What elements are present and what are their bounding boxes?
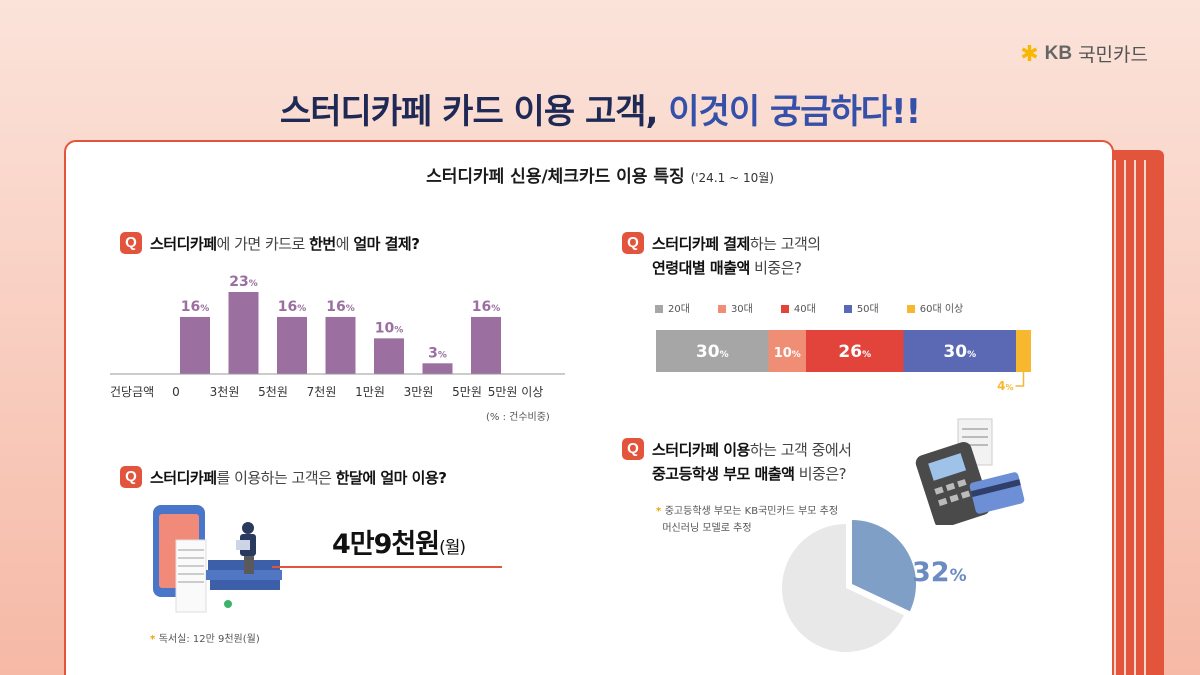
bar [180, 316, 210, 374]
subtitle-period: ('24.1 ~ 10월) [690, 171, 774, 185]
bar-value-label: 16% [326, 299, 355, 315]
legend-swatch [780, 305, 789, 313]
monthly-amount-value: 4만9천원 [332, 529, 440, 560]
legend-label: 30대 [730, 304, 753, 315]
q-badge: Q [622, 438, 644, 460]
legend-label: 40대 [793, 304, 816, 315]
x-tick-label: 1만원 [355, 385, 385, 399]
stack-segment [903, 330, 1016, 372]
question-4: Q 스터디카페 이용하는 고객 중에서 중고등학생 부모 매출액 비중은? [622, 438, 852, 486]
bar-value-label: 10% [375, 320, 404, 336]
q-badge: Q [120, 232, 142, 254]
question-3: Q 스터디카페 결제하는 고객의 연령대별 매출액 비중은? [622, 232, 821, 280]
kb-logo-name: 국민카드 [1078, 45, 1148, 66]
x-axis-title: 건당금액 [110, 385, 154, 399]
question-1: Q 스터디카페에 가면 카드로 한번에 얼마 결제? [120, 232, 420, 256]
x-tick-label: 7천원 [307, 384, 337, 399]
amount-bar-chart: 16% 23% 16% 16% 10% 3% 16% 건당금액 0 3천원 5천원 7천원 1만원 3만원… [110, 274, 565, 399]
subtitle-main: 스터디카페 신용/체크카드 이용 특징 [426, 167, 685, 187]
legend-swatch [843, 305, 852, 313]
x-tick-label: 5만원 이상 [488, 385, 544, 399]
bar [374, 338, 404, 374]
stack-callout-line [1015, 372, 1025, 387]
stack-segment [656, 330, 769, 372]
question-4-text: 스터디카페 이용하는 고객 중에서 중고등학생 부모 매출액 비중은? [652, 441, 852, 483]
kb-star-icon: ✱ [1020, 40, 1039, 66]
age-legend: 20대 30대 40대 50대 60대 이상 [655, 300, 963, 315]
kb-logo-text: KB [1044, 42, 1073, 64]
legend-label: 50대 [856, 304, 879, 315]
page-title-part2: 이것이 궁금하다!! [668, 92, 921, 132]
legend-item: 50대 [843, 300, 879, 315]
legend-item: 60대 이상 [906, 300, 964, 315]
stack-segment [1016, 330, 1031, 372]
legend-swatch [717, 305, 726, 313]
card-terminal-illustration [915, 418, 1025, 525]
page-title-part1: 스터디카페 카드 이용 고객, [279, 92, 669, 132]
stack-value-label: 4% [997, 379, 1013, 393]
x-tick-label: 3천원 [210, 384, 240, 399]
bar-value-label: 23% [229, 274, 258, 290]
question-2-text: 스터디카페를 이용하는 고객은 한달에 얼마 이용? [150, 469, 447, 487]
section-subtitle: 스터디카페 신용/체크카드 이용 특징 ('24.1 ~ 10월) [0, 162, 1200, 187]
bar [277, 316, 307, 374]
legend-swatch [906, 305, 915, 313]
legend-label: 60대 이상 [919, 304, 964, 315]
kb-logo: ✱ KB 국민카드 [1020, 40, 1148, 67]
page-title: 스터디카페 카드 이용 고객, 이것이 궁금하다!! [0, 84, 1200, 133]
stack-value-label: 10% [774, 346, 801, 361]
bar-value-label: 16% [472, 299, 501, 315]
parent-estimate-note: * 중고등학생 부모는 KB국민카드 부모 추정 머신러닝 모델로 추정 [656, 506, 839, 534]
stack-segment [768, 330, 806, 372]
x-tick-label: 0 [172, 385, 180, 399]
amount-underline [272, 566, 502, 568]
bar-value-label: 3% [428, 345, 447, 361]
age-stacked-bar: 30% 10% 26% 30%4% [656, 330, 1031, 393]
study-illustration [153, 505, 282, 613]
bar [422, 363, 453, 374]
legend-label: 20대 [668, 304, 690, 315]
question-3-text: 스터디카페 결제하는 고객의 연령대별 매출액 비중은? [652, 235, 821, 277]
bar [228, 292, 259, 374]
bar-value-label: 16% [278, 299, 307, 315]
legend-swatch [655, 305, 663, 313]
pie-value-label: 32% [912, 557, 967, 588]
x-tick-label: 5만원 [452, 385, 482, 399]
bar-chart-note: (% : 건수비중) [486, 412, 550, 423]
legend-item: 30대 [717, 300, 753, 315]
legend-item: 40대 [780, 300, 816, 315]
bar [471, 316, 501, 374]
legend-item: 20대 [655, 300, 690, 315]
pie-slice [852, 520, 916, 612]
reading-room-note: * 독서실: 12만 9천원(월) [150, 634, 260, 645]
monthly-amount: 4만9천원(월) [332, 522, 466, 561]
x-tick-label: 3만원 [404, 385, 434, 399]
question-1-text: 스터디카페에 가면 카드로 한번에 얼마 결제? [150, 235, 420, 253]
q-badge: Q [120, 466, 142, 488]
q-badge: Q [622, 232, 644, 254]
pie-slice [782, 524, 904, 652]
parent-share-pie [782, 520, 916, 652]
x-tick-label: 5천원 [258, 384, 288, 399]
question-2: Q 스터디카페를 이용하는 고객은 한달에 얼마 이용? [120, 466, 447, 490]
stack-segment [806, 330, 904, 372]
bar-value-label: 16% [181, 299, 210, 315]
monthly-amount-unit: (월) [439, 538, 466, 558]
bar [325, 316, 356, 374]
